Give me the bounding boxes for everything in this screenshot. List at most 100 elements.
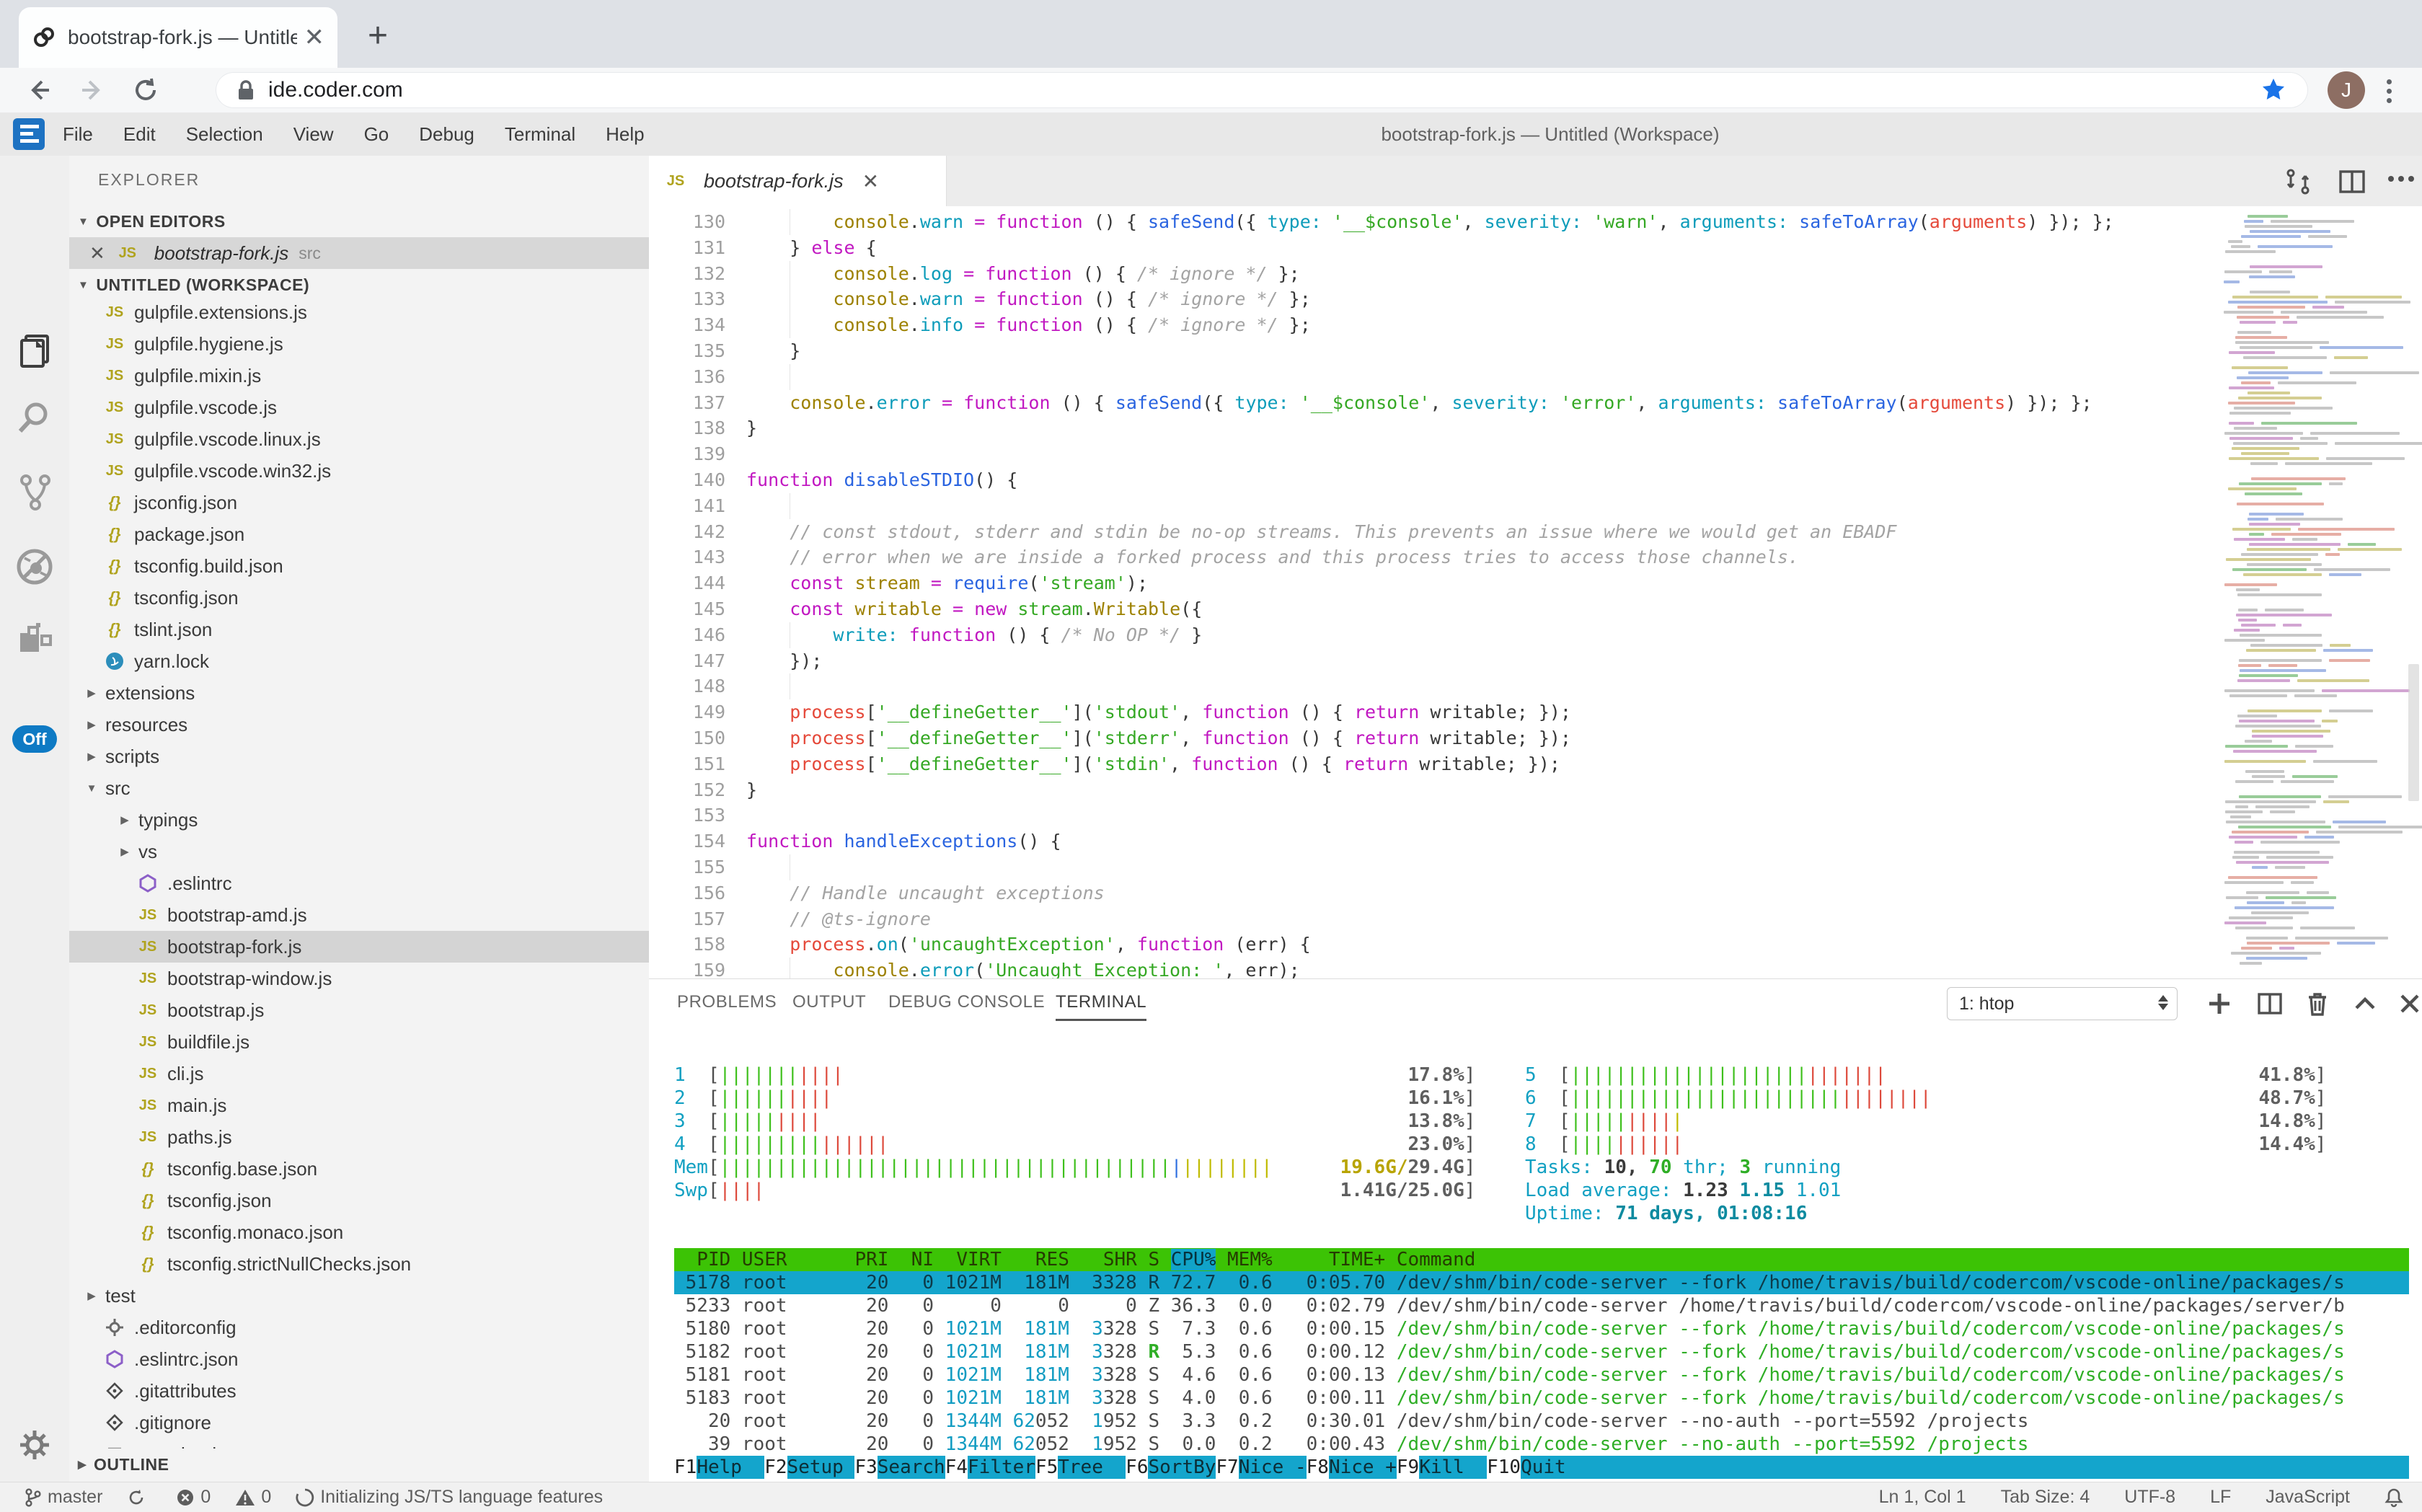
open-editor-item[interactable]: ✕ JS bootstrap-fork.js src <box>69 237 649 269</box>
tree-item-yarn.lock[interactable]: yarn.lock <box>69 645 649 677</box>
tree-item-bootstrap-amd.js[interactable]: JSbootstrap-amd.js <box>69 899 649 931</box>
status-sync[interactable] <box>127 1488 151 1507</box>
tree-item-tsconfig.monaco.json[interactable]: {}tsconfig.monaco.json <box>69 1216 649 1248</box>
htop-process-row-5181[interactable]: 5181 root 20 0 1021M 181M 3328 S 4.6 0.6… <box>674 1363 2409 1387</box>
tree-item-bootstrap-window.js[interactable]: JSbootstrap-window.js <box>69 963 649 994</box>
tree-item-gulpfile.vscode.linux.js[interactable]: JSgulpfile.vscode.linux.js <box>69 423 649 455</box>
status-lf[interactable]: LF <box>2210 1487 2231 1508</box>
menu-terminal[interactable]: Terminal <box>490 123 591 146</box>
htop-function-bar[interactable]: F1Help F2Setup F3SearchF4FilterF5Tree F6… <box>674 1456 2409 1479</box>
workspace-header[interactable]: ▼ UNTITLED (WORKSPACE) <box>69 269 649 301</box>
debug-icon[interactable] <box>14 547 55 587</box>
status-bell[interactable] <box>2385 1487 2409 1508</box>
browser-menu-icon[interactable] <box>2387 75 2392 107</box>
htop-key-label-F8[interactable]: Nice + <box>1329 1456 1397 1479</box>
htop-key-F3[interactable]: F3 <box>854 1456 877 1479</box>
menu-go[interactable]: Go <box>349 123 405 146</box>
url-bar[interactable]: ide.coder.com <box>216 73 2307 107</box>
extensions-icon[interactable] <box>14 617 55 658</box>
close-editor-icon[interactable]: ✕ <box>89 242 105 265</box>
tree-item-gulpfile.vscode.win32.js[interactable]: JSgulpfile.vscode.win32.js <box>69 455 649 487</box>
panel-tab-debug-console[interactable]: DEBUG CONSOLE <box>888 979 1045 1025</box>
back-icon[interactable] <box>25 76 53 105</box>
panel-tab-output[interactable]: OUTPUT <box>792 979 866 1025</box>
tree-item-tsconfig.strictNullChecks.json[interactable]: {}tsconfig.strictNullChecks.json <box>69 1248 649 1280</box>
avatar[interactable]: J <box>2328 71 2365 109</box>
htop-key-F1[interactable]: F1 <box>674 1456 697 1479</box>
status-javascript[interactable]: JavaScript <box>2266 1487 2350 1508</box>
status-utf-8[interactable]: UTF-8 <box>2124 1487 2175 1508</box>
tab-close-icon[interactable]: ✕ <box>304 25 325 50</box>
search-icon[interactable] <box>14 398 55 438</box>
browser-tab[interactable]: bootstrap-fork.js — Untitled (W ✕ <box>19 7 337 68</box>
split-terminal-icon[interactable] <box>2254 988 2286 1020</box>
tree-item-gulpfile.mixin.js[interactable]: JSgulpfile.mixin.js <box>69 360 649 392</box>
status-tab-size-4[interactable]: Tab Size: 4 <box>2001 1487 2090 1508</box>
tree-item-.gitattributes[interactable]: .gitattributes <box>69 1375 649 1407</box>
htop-key-F5[interactable]: F5 <box>1035 1456 1058 1479</box>
tree-item-bootstrap.js[interactable]: JSbootstrap.js <box>69 994 649 1026</box>
htop-key-label-F9[interactable]: Kill <box>1419 1456 1487 1479</box>
code-editor[interactable]: 130 console.warn = function () { safeSen… <box>649 206 2422 978</box>
open-changes-icon[interactable] <box>2282 166 2314 198</box>
htop-process-row-20[interactable]: 20 root 20 0 1344M 62052 1952 S 3.3 0.2 … <box>674 1410 2409 1433</box>
close-panel-icon[interactable] <box>2394 988 2422 1020</box>
tree-item-bootstrap-fork.js[interactable]: JSbootstrap-fork.js <box>69 931 649 963</box>
htop-key-F7[interactable]: F7 <box>1216 1456 1238 1479</box>
htop-key-F8[interactable]: F8 <box>1307 1456 1329 1479</box>
open-editors-header[interactable]: ▼ OPEN EDITORS <box>69 205 649 237</box>
status-branch[interactable]: master <box>25 1487 102 1508</box>
tree-item-jsconfig.json[interactable]: {}jsconfig.json <box>69 487 649 518</box>
htop-key-label-F4[interactable]: Filter <box>968 1456 1035 1479</box>
htop-process-row-5182[interactable]: 5182 root 20 0 1021M 181M 3328 R 5.3 0.6… <box>674 1340 2409 1363</box>
htop-process-row-39[interactable]: 39 root 20 0 1344M 62052 1952 S 0.0 0.2 … <box>674 1433 2409 1456</box>
htop-key-label-F2[interactable]: Setup <box>787 1456 855 1479</box>
htop-key-label-F6[interactable]: SortBy <box>1148 1456 1216 1479</box>
htop-key-F4[interactable]: F4 <box>945 1456 968 1479</box>
new-tab-button[interactable]: + <box>368 16 388 56</box>
tree-item-src[interactable]: ▼src <box>69 772 649 804</box>
status-ln-1-col-1[interactable]: Ln 1, Col 1 <box>1879 1487 1966 1508</box>
outline-header[interactable]: ▶ OUTLINE <box>69 1449 649 1480</box>
editor-tab-close-icon[interactable]: ✕ <box>862 169 879 193</box>
menu-help[interactable]: Help <box>591 123 659 146</box>
htop-key-label-F5[interactable]: Tree <box>1058 1456 1126 1479</box>
menu-view[interactable]: View <box>278 123 349 146</box>
forward-icon[interactable] <box>78 76 107 105</box>
htop-key-label-F1[interactable]: Help <box>697 1456 764 1479</box>
tree-item-extensions[interactable]: ▶extensions <box>69 677 649 709</box>
htop-table-header[interactable]: PID USER PRI NI VIRT RES SHR S CPU% MEM%… <box>674 1248 2409 1271</box>
tree-item-.editorconfig[interactable]: .editorconfig <box>69 1312 649 1343</box>
add-terminal-icon[interactable] <box>2204 988 2235 1020</box>
reload-icon[interactable] <box>131 76 160 105</box>
tree-item-gulpfile.vscode.js[interactable]: JSgulpfile.vscode.js <box>69 392 649 423</box>
htop-process-row-5233[interactable]: 5233 root 20 0 0 0 0 Z 36.3 0.0 0:02.79 … <box>674 1294 2409 1317</box>
tree-item-typings[interactable]: ▶typings <box>69 804 649 836</box>
tree-item-.mention-bot[interactable]: .mention-bot <box>69 1438 649 1449</box>
tree-item-resources[interactable]: ▶resources <box>69 709 649 740</box>
editor-scrollbar[interactable] <box>2408 664 2419 801</box>
tree-item-tsconfig.build.json[interactable]: {}tsconfig.build.json <box>69 550 649 582</box>
tree-item-tsconfig.base.json[interactable]: {}tsconfig.base.json <box>69 1153 649 1185</box>
tree-item-cli.js[interactable]: JScli.js <box>69 1058 649 1089</box>
htop-key-F9[interactable]: F9 <box>1397 1456 1419 1479</box>
kill-terminal-icon[interactable] <box>2302 988 2333 1020</box>
menu-file[interactable]: File <box>48 123 108 146</box>
htop-key-label-F10[interactable]: Quit <box>1521 1456 1588 1479</box>
collaboration-off-badge[interactable]: Off <box>12 725 57 753</box>
more-actions-icon[interactable] <box>2385 172 2417 203</box>
settings-gear-icon[interactable] <box>14 1425 55 1465</box>
status-warning[interactable]: 0 <box>235 1487 271 1508</box>
htop-process-row-5178[interactable]: 5178 root 20 0 1021M 181M 3328 R 72.7 0.… <box>674 1271 2409 1294</box>
tree-item-.eslintrc.json[interactable]: .eslintrc.json <box>69 1343 649 1375</box>
minimap[interactable] <box>2219 209 2408 978</box>
status-spinner[interactable]: Initializing JS/TS language features <box>296 1487 603 1508</box>
htop-key-F2[interactable]: F2 <box>764 1456 787 1479</box>
tree-item-tsconfig.json[interactable]: {}tsconfig.json <box>69 582 649 614</box>
app-logo-icon[interactable] <box>13 118 45 150</box>
menu-debug[interactable]: Debug <box>404 123 490 146</box>
htop-key-F6[interactable]: F6 <box>1126 1456 1148 1479</box>
tree-item-main.js[interactable]: JSmain.js <box>69 1089 649 1121</box>
tree-item-package.json[interactable]: {}package.json <box>69 518 649 550</box>
tree-item-.eslintrc[interactable]: .eslintrc <box>69 867 649 899</box>
